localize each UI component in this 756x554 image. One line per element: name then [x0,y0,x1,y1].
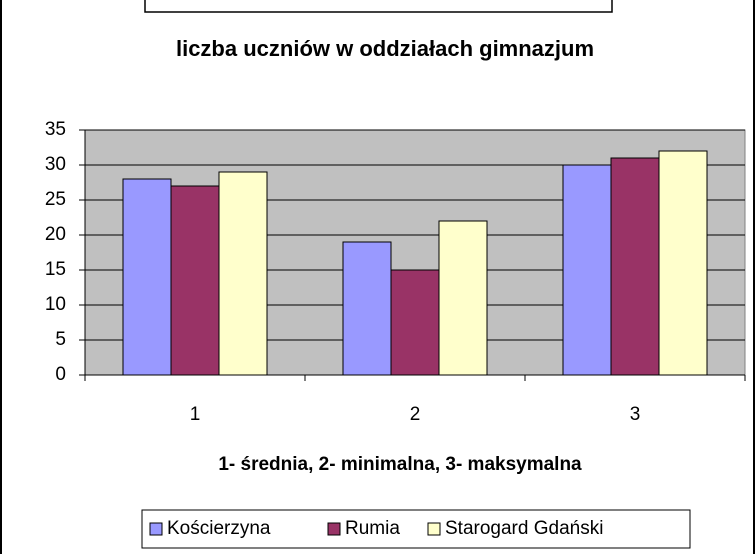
x-tick-label: 1 [190,404,201,425]
bar [562,164,612,376]
legend-swatch [327,522,341,536]
bar [122,178,172,376]
y-tick-label: 5 [55,329,66,350]
bar [218,171,268,376]
legend-box [141,509,691,549]
bar [658,150,708,376]
legend-swatch [427,522,441,536]
legend-swatch [149,522,163,536]
legend-label: Kościerzyna [167,518,271,539]
y-tick-label: 35 [45,119,66,140]
y-tick-label: 15 [45,259,66,280]
y-tick-label: 25 [45,189,66,210]
bar [390,269,440,376]
x-axis-label: 1- średnia, 2- minimalna, 3- maksymalna [218,454,582,475]
y-tick-label: 0 [55,364,66,385]
y-tick-label: 30 [45,154,66,175]
bar [170,185,220,376]
chart-title: liczba uczniów w oddziałach gimnazjum [176,36,594,61]
x-tick-label: 2 [410,404,421,425]
legend-label: Starogard Gdański [445,518,603,539]
bar [438,220,488,376]
top-box [144,0,613,13]
legend-label: Rumia [345,518,400,539]
y-tick-label: 20 [45,224,66,245]
bar [342,241,392,376]
x-tick-label: 3 [630,404,641,425]
bar [610,157,660,376]
y-tick-label: 10 [45,294,66,315]
